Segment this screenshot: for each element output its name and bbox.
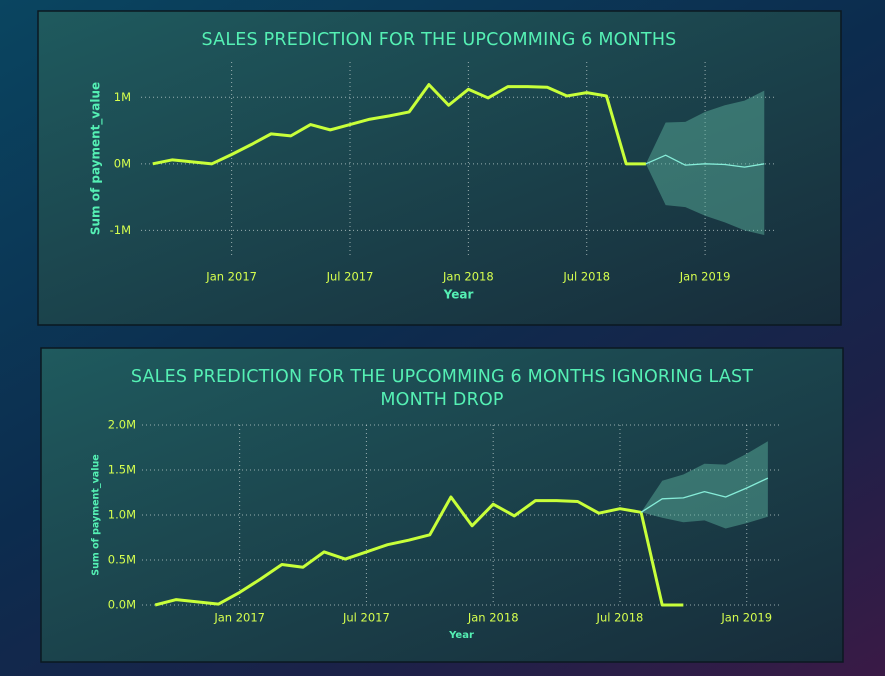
x-axis-title: Year xyxy=(443,288,474,302)
forecast-line xyxy=(640,477,769,513)
y-tick-label: 0M xyxy=(114,156,131,170)
x-tick-label: Jan 2018 xyxy=(442,270,494,284)
forecast-band xyxy=(641,441,768,529)
y-tick-label: -1M xyxy=(110,223,131,237)
y-axis-title: Sum of payment_value xyxy=(91,454,102,575)
x-tick-label: Jan 2019 xyxy=(679,270,731,284)
x-axis-title: Year xyxy=(448,630,474,641)
forecast-band xyxy=(645,90,765,236)
panel xyxy=(37,10,842,326)
panel xyxy=(40,347,844,663)
x-tick-label: Jan 2017 xyxy=(213,611,265,625)
sales-line xyxy=(154,495,684,607)
sales-line xyxy=(152,83,646,166)
x-tick-label: Jul 2018 xyxy=(562,270,610,284)
x-tick-label: Jul 2017 xyxy=(326,270,374,284)
y-tick-label: 2.0M xyxy=(108,418,136,432)
x-tick-label: Jan 2018 xyxy=(467,611,519,625)
y-tick-label: 1.5M xyxy=(108,463,136,477)
y-axis-title: Sum of payment_value xyxy=(89,82,104,235)
x-tick-label: Jul 2018 xyxy=(596,611,644,625)
chart-title: SALES PREDICTION FOR THE UPCOMMING 6 MON… xyxy=(130,367,754,410)
x-tick-label: Jan 2017 xyxy=(205,270,257,284)
chart-title: SALES PREDICTION FOR THE UPCOMMING 6 MON… xyxy=(201,30,677,50)
y-tick-label: 1M xyxy=(114,90,131,104)
y-tick-label: 1.0M xyxy=(108,508,136,522)
x-tick-label: Jul 2017 xyxy=(342,611,390,625)
forecast-line xyxy=(645,154,765,168)
x-tick-label: Jan 2019 xyxy=(720,611,772,625)
y-tick-label: 0.5M xyxy=(108,553,136,567)
y-tick-label: 0.0M xyxy=(108,598,136,612)
